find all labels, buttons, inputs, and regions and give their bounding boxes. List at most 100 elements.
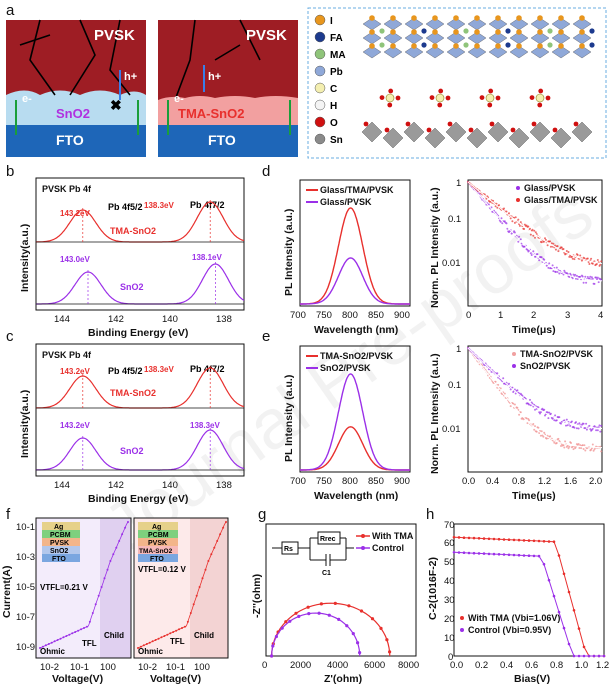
oxygen-atom bbox=[490, 122, 495, 127]
h-ytick: 30 bbox=[444, 595, 455, 606]
d-pl-legend-1: Glass/PVSK bbox=[320, 197, 372, 207]
trpl-point-1 bbox=[557, 245, 559, 247]
b-sno2-e1: 143.0eV bbox=[60, 255, 90, 264]
b-xtick: 138 bbox=[216, 314, 232, 325]
trpl-point-1 bbox=[571, 256, 573, 258]
trpl-point-1 bbox=[543, 409, 545, 411]
h-xtick: 0.2 bbox=[475, 660, 488, 671]
legend-atom-pb bbox=[315, 66, 325, 76]
b-peak1: Pb 4f5/2 bbox=[108, 202, 143, 212]
trpl-point-0 bbox=[555, 271, 557, 273]
trpl-point-0 bbox=[570, 442, 572, 444]
tma-oxygen bbox=[487, 103, 492, 108]
trpl-point-1 bbox=[573, 427, 575, 429]
trpl-point-0 bbox=[584, 276, 586, 278]
g-xtick: 4000 bbox=[327, 660, 348, 671]
trpl-point-0 bbox=[600, 450, 602, 452]
trpl-point-0 bbox=[592, 444, 594, 446]
f-region: TFL bbox=[82, 639, 97, 648]
d-xtick: 800 bbox=[342, 310, 358, 321]
trpl-point-1 bbox=[533, 230, 535, 232]
trpl-point-1 bbox=[532, 229, 534, 231]
trpl-point-0 bbox=[514, 404, 516, 406]
trpl-point-0 bbox=[583, 444, 585, 446]
iodine-atom bbox=[537, 29, 543, 35]
trpl-point-1 bbox=[561, 247, 563, 249]
trpl-point-1 bbox=[541, 241, 543, 243]
h-xtick: 0.8 bbox=[550, 660, 563, 671]
trpl-point-0 bbox=[518, 236, 520, 238]
f-region: TFL bbox=[170, 637, 185, 646]
d-trpl-ylabel: Norm. PL Intensity (a.u.) bbox=[429, 187, 441, 308]
trpl-point-1 bbox=[599, 424, 601, 426]
e-trpl-xlabel: Time(μs) bbox=[512, 490, 556, 502]
f-ytick: 10-9 bbox=[16, 642, 35, 653]
pl-series-1 bbox=[300, 374, 410, 470]
trpl-point-1 bbox=[510, 217, 512, 219]
e-trpl-xtick: 1.6 bbox=[564, 476, 577, 487]
c-xtick: 142 bbox=[108, 480, 124, 491]
f-stack-l: FTO bbox=[52, 556, 66, 563]
trpl-point-1 bbox=[583, 423, 585, 425]
f-stack-l: Ag bbox=[54, 524, 63, 531]
e-trpl-xtick: 0.4 bbox=[486, 476, 499, 487]
oxygen-atom bbox=[553, 128, 558, 133]
d-xtick: 700 bbox=[290, 310, 306, 321]
legend-atom-h bbox=[315, 100, 325, 110]
trpl-point-1 bbox=[557, 250, 559, 252]
tma-oxygen bbox=[437, 103, 442, 108]
a-site-cation bbox=[463, 28, 468, 33]
b-title: PVSK Pb 4f bbox=[42, 184, 92, 194]
a-site-cation bbox=[421, 42, 426, 47]
trpl-point-1 bbox=[523, 228, 525, 230]
c-tma-e2: 138.3eV bbox=[144, 365, 174, 374]
trpl-point-1 bbox=[565, 425, 567, 427]
right-tma-label: TMA-SnO2 bbox=[178, 106, 244, 121]
legend-label-i: I bbox=[330, 16, 333, 27]
b-xtick: 140 bbox=[162, 314, 178, 325]
trpl-point-0 bbox=[587, 276, 589, 278]
trpl-point-1 bbox=[527, 226, 529, 228]
c-sno2-label: SnO2 bbox=[120, 446, 144, 456]
g-rs: Rs bbox=[284, 546, 293, 553]
legend-atom-i bbox=[315, 15, 325, 25]
iodine-atom bbox=[432, 43, 438, 49]
trpl-point-0 bbox=[556, 442, 558, 444]
trpl-point-1 bbox=[511, 220, 513, 222]
legend-label-fa: FA bbox=[330, 33, 343, 44]
trpl-point-1 bbox=[568, 256, 570, 258]
left-fto-label: FTO bbox=[56, 132, 84, 148]
trpl-point-1 bbox=[584, 427, 586, 429]
h-xtick: 0.6 bbox=[525, 660, 538, 671]
tma-oxygen bbox=[388, 89, 393, 94]
f-xtick: 10-2 bbox=[40, 662, 59, 673]
trpl-point-0 bbox=[517, 241, 519, 243]
pl-series-0 bbox=[300, 427, 410, 470]
f-xtick: 10-1 bbox=[166, 662, 185, 673]
d-pl-ylabel: PL Intensity (a.u.) bbox=[283, 209, 295, 296]
oxygen-atom bbox=[364, 122, 369, 127]
g-legend-0: With TMA bbox=[372, 531, 414, 541]
b-xtick: 144 bbox=[54, 314, 70, 325]
c-xtick: 144 bbox=[54, 480, 70, 491]
f-region: Child bbox=[194, 631, 214, 640]
svg-text:✖: ✖ bbox=[110, 97, 122, 113]
legend-atom-c bbox=[315, 83, 325, 93]
iodine-atom bbox=[390, 29, 396, 35]
pl-chart-e: TMA-SnO2/PVSK SnO2/PVSK 700 750 800 850 … bbox=[262, 334, 422, 504]
g-xtick: 8000 bbox=[398, 660, 419, 671]
eis-chart-g: Rs Rrec C1 With TMA Control 0 2000 4000 … bbox=[252, 508, 422, 683]
trpl-point-1 bbox=[549, 240, 551, 242]
trpl-point-0 bbox=[563, 270, 565, 272]
trpl-point-1 bbox=[534, 409, 536, 411]
right-hplus: h+ bbox=[208, 71, 221, 83]
trpl-point-1 bbox=[555, 249, 557, 251]
trpl-point-0 bbox=[556, 267, 558, 269]
e-pl-legend-1: SnO2/PVSK bbox=[320, 363, 371, 373]
f-stack-l: SnO2 bbox=[50, 548, 68, 555]
h-xtick: 1.2 bbox=[596, 660, 609, 671]
iodine-atom bbox=[558, 15, 564, 21]
d-trpl-legend-0: Glass/PVSK bbox=[524, 183, 576, 193]
trpl-point-0 bbox=[572, 277, 574, 279]
c-xtick: 138 bbox=[216, 480, 232, 491]
